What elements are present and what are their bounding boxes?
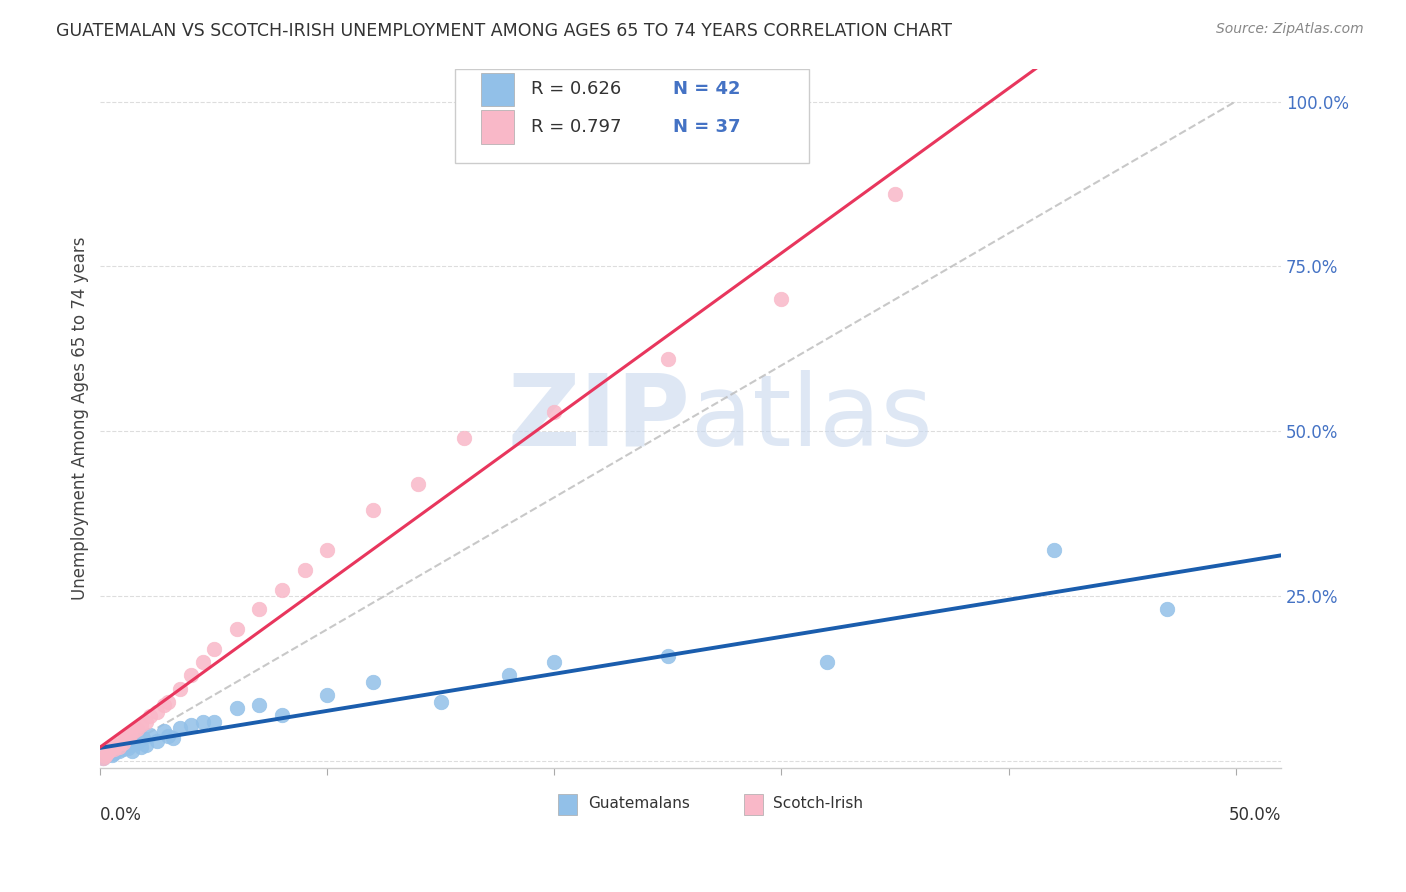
Point	[271, 582, 294, 597]
Point	[247, 698, 270, 712]
Point	[110, 738, 132, 752]
Point	[247, 602, 270, 616]
Point	[132, 731, 155, 745]
Point	[191, 655, 214, 669]
Point	[1156, 602, 1178, 616]
Point	[153, 724, 176, 739]
FancyBboxPatch shape	[454, 69, 808, 163]
Point	[100, 747, 122, 762]
Point	[124, 724, 146, 739]
Point	[135, 738, 157, 752]
Point	[225, 701, 247, 715]
Point	[139, 709, 162, 723]
Point	[657, 648, 679, 663]
Point	[91, 751, 114, 765]
Point	[96, 747, 118, 762]
Point	[361, 503, 384, 517]
Point	[125, 736, 148, 750]
Point	[103, 746, 125, 760]
Point	[271, 707, 294, 722]
Point	[117, 740, 139, 755]
Point	[118, 738, 141, 752]
Point	[157, 729, 180, 743]
Point	[884, 186, 907, 201]
Point	[180, 668, 202, 682]
Point	[98, 744, 121, 758]
Point	[815, 655, 838, 669]
Point	[294, 563, 316, 577]
Point	[225, 622, 247, 636]
Point	[125, 723, 148, 737]
Point	[105, 738, 128, 752]
Point	[430, 695, 453, 709]
Point	[361, 675, 384, 690]
Point	[543, 404, 565, 418]
Point	[202, 642, 225, 657]
Point	[543, 655, 565, 669]
FancyBboxPatch shape	[744, 794, 762, 814]
Point	[153, 698, 176, 712]
Text: R = 0.797: R = 0.797	[531, 118, 621, 136]
Text: atlas: atlas	[690, 369, 932, 467]
Point	[146, 705, 169, 719]
Point	[180, 718, 202, 732]
Point	[98, 744, 121, 758]
Point	[112, 742, 135, 756]
Point	[107, 739, 129, 754]
Point	[100, 742, 122, 756]
Point	[100, 740, 122, 755]
Point	[139, 728, 162, 742]
Point	[103, 742, 125, 756]
Text: Scotch-Irish: Scotch-Irish	[773, 796, 863, 811]
Point	[316, 688, 339, 702]
Point	[129, 739, 152, 754]
Point	[117, 729, 139, 743]
Point	[91, 751, 114, 765]
Text: R = 0.626: R = 0.626	[531, 80, 621, 98]
Point	[169, 681, 191, 696]
Point	[114, 739, 136, 754]
Point	[96, 746, 118, 760]
FancyBboxPatch shape	[481, 72, 513, 106]
Point	[94, 748, 117, 763]
Point	[112, 736, 135, 750]
Point	[316, 543, 339, 558]
Text: Guatemalans: Guatemalans	[588, 796, 690, 811]
FancyBboxPatch shape	[481, 111, 513, 144]
FancyBboxPatch shape	[558, 794, 578, 814]
Point	[121, 744, 143, 758]
Text: 0.0%: 0.0%	[100, 806, 142, 824]
Point	[124, 734, 146, 748]
Point	[1043, 543, 1066, 558]
Point	[770, 293, 793, 307]
Point	[105, 740, 128, 755]
Point	[129, 718, 152, 732]
Y-axis label: Unemployment Among Ages 65 to 74 years: Unemployment Among Ages 65 to 74 years	[72, 236, 89, 599]
Point	[107, 744, 129, 758]
Text: 50.0%: 50.0%	[1229, 806, 1281, 824]
Text: N = 37: N = 37	[673, 118, 741, 136]
Point	[135, 714, 157, 729]
Point	[110, 734, 132, 748]
Point	[146, 734, 169, 748]
Point	[114, 731, 136, 745]
Point	[453, 431, 475, 445]
Point	[162, 731, 184, 745]
Point	[96, 746, 118, 760]
Point	[118, 728, 141, 742]
Point	[94, 748, 117, 763]
Point	[191, 714, 214, 729]
Text: N = 42: N = 42	[673, 80, 741, 98]
Point	[157, 695, 180, 709]
Point	[169, 721, 191, 735]
Text: GUATEMALAN VS SCOTCH-IRISH UNEMPLOYMENT AMONG AGES 65 TO 74 YEARS CORRELATION CH: GUATEMALAN VS SCOTCH-IRISH UNEMPLOYMENT …	[56, 22, 952, 40]
Point	[657, 351, 679, 366]
Text: ZIP: ZIP	[508, 369, 690, 467]
Point	[202, 714, 225, 729]
Point	[406, 477, 429, 491]
Point	[498, 668, 520, 682]
Text: Source: ZipAtlas.com: Source: ZipAtlas.com	[1216, 22, 1364, 37]
